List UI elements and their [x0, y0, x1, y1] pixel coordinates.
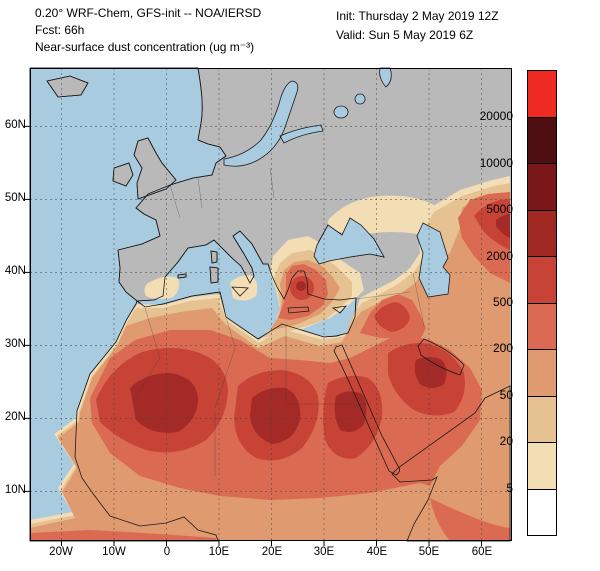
colorbar-labels: 20000 10000 5000 2000 500 200 50 20 5	[455, 70, 521, 536]
header-right: Init: Thursday 2 May 2019 12Z Valid: Sun…	[336, 7, 499, 45]
gridlines	[30, 68, 512, 541]
colorbar-segment	[528, 209, 556, 256]
x-axis-label: 20W	[49, 546, 73, 558]
init-time: Init: Thursday 2 May 2019 12Z	[336, 9, 499, 23]
field-title: Near-surface dust concentration (ug m⁻³)	[35, 39, 255, 54]
x-axis-label: 20E	[261, 546, 283, 558]
colorbar-tick-label: 5	[506, 480, 513, 495]
y-axis-label: 50N	[4, 192, 26, 204]
x-axis-label: 10W	[102, 546, 126, 558]
dust-layer-2000-5000	[130, 214, 510, 444]
colorbar-tick-label: 200	[492, 341, 513, 356]
x-axis-label: 0	[163, 546, 171, 558]
y-axis-label: 60N	[4, 119, 26, 131]
y-axis-label: 40N	[4, 265, 26, 277]
colorbar-segment	[528, 302, 556, 349]
colorbar-tick-label: 10000	[479, 155, 513, 170]
map-frame	[30, 68, 512, 541]
colorbar-tick-label: 2000	[486, 248, 513, 263]
x-axis-label: 60E	[471, 546, 493, 558]
x-axis-label: 30E	[313, 546, 335, 558]
forecast-map	[25, 67, 512, 546]
colorbar-tick-label: 50	[499, 387, 513, 402]
x-axis-label: 50E	[418, 546, 440, 558]
colorbar-segment	[528, 442, 556, 489]
valid-time: Valid: Sun 5 May 2019 6Z	[336, 28, 474, 43]
colorbar-tick-label: 20	[499, 434, 513, 449]
colorbar-segment	[528, 256, 556, 303]
y-axis-label: 10N	[4, 484, 26, 496]
header-left: 0.20° WRF-Chem, GFS-init -- NOA/IERSD Fc…	[35, 5, 261, 55]
y-axis-label: 20N	[4, 411, 26, 423]
colorbar-segment	[528, 116, 556, 163]
colorbar-segment	[528, 488, 556, 535]
colorbar-segment	[528, 71, 556, 117]
axis-ticks	[25, 125, 482, 546]
colorbar-segment	[528, 163, 556, 210]
country-borders	[134, 167, 425, 476]
x-axis-label: 10E	[208, 546, 230, 558]
x-axis-label: 40E	[366, 546, 388, 558]
colorbar-segment	[528, 395, 556, 442]
model-title: 0.20° WRF-Chem, GFS-init -- NOA/IERSD	[35, 6, 262, 20]
colorbar-tick-label: 5000	[486, 202, 513, 217]
y-axis-label: 30N	[4, 338, 26, 350]
colorbar-tick-label: 500	[492, 295, 513, 309]
forecast-hour: Fcst: 66h	[35, 22, 85, 37]
colorbar-segment	[528, 349, 556, 396]
colorbar-tick-label: 20000	[479, 109, 513, 124]
colorbar	[527, 70, 557, 536]
